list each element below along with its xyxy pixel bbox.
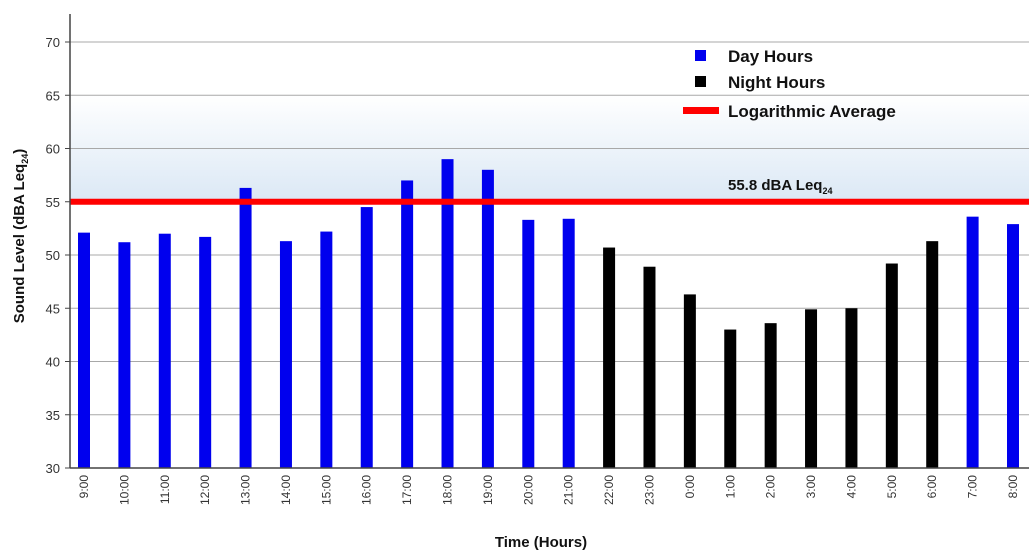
bar-1000 — [118, 242, 131, 468]
bar-800 — [1007, 224, 1019, 468]
legend-swatch-night — [695, 76, 706, 87]
y-tick-label: 30 — [46, 461, 60, 476]
x-tick-label: 16:00 — [360, 475, 374, 505]
bar-900 — [78, 232, 90, 468]
bar-700 — [966, 216, 979, 468]
y-tick-label: 70 — [46, 35, 60, 50]
bar-400 — [845, 308, 858, 468]
x-tick-label: 19:00 — [481, 475, 495, 505]
x-tick-label: 14:00 — [279, 475, 293, 505]
average-label: 55.8 dBA Leq24 — [728, 177, 832, 196]
x-axis-ticks: 9:00 10:00 11:00 12:00 13:00 14:00 15:00 16:00 1… — [77, 475, 1020, 505]
y-tick-label: 40 — [46, 355, 60, 370]
x-tick-label: 21:00 — [562, 475, 576, 505]
x-tick-label: 17:00 — [400, 475, 414, 505]
bar-2200 — [603, 247, 616, 468]
x-tick-label: 5:00 — [885, 475, 899, 499]
bar-series — [78, 159, 1019, 469]
x-tick-label: 0:00 — [683, 475, 697, 499]
bar-2300 — [643, 266, 656, 468]
gridlines — [70, 41, 1029, 416]
y-axis-ticks: 30 35 40 45 50 55 60 65 70 — [46, 35, 70, 476]
bar-1700 — [401, 180, 414, 468]
x-tick-label: 20:00 — [521, 475, 535, 505]
bar-1900 — [481, 169, 494, 469]
x-tick-label: 9:00 — [77, 475, 91, 499]
x-tick-label: 23:00 — [642, 475, 656, 505]
y-tick-label: 35 — [46, 408, 60, 423]
x-tick-label: 13:00 — [239, 475, 253, 505]
bar-000 — [683, 294, 696, 468]
x-tick-label: 2:00 — [764, 475, 778, 499]
legend: Day Hours Night Hours Logarithmic Average — [683, 47, 896, 121]
x-tick-label: 11:00 — [158, 475, 172, 504]
y-tick-label: 45 — [46, 301, 60, 316]
bar-2000 — [522, 219, 535, 468]
x-tick-label: 8:00 — [1006, 475, 1020, 499]
legend-swatch-average — [683, 107, 719, 114]
x-tick-label: 3:00 — [804, 475, 818, 499]
bar-200 — [764, 323, 777, 468]
y-axis-title-main: Sound Level (dBA Leq — [11, 164, 28, 323]
y-tick-label: 65 — [46, 88, 60, 103]
bar-300 — [805, 309, 818, 468]
bar-1300 — [239, 187, 252, 468]
legend-swatch-day — [695, 50, 706, 61]
x-tick-label: 22:00 — [602, 475, 616, 505]
y-tick-label: 55 — [46, 195, 60, 210]
legend-label-day: Day Hours — [728, 47, 813, 66]
y-axis-title-tail: ) — [11, 149, 28, 154]
y-tick-label: 50 — [46, 248, 60, 263]
bar-1800 — [441, 159, 454, 468]
x-tick-label: 12:00 — [198, 475, 212, 505]
average-label-sub: 24 — [822, 186, 832, 196]
bar-1200 — [199, 236, 212, 468]
bar-1600 — [360, 207, 373, 468]
bar-100 — [724, 329, 737, 468]
bar-500 — [885, 263, 898, 468]
x-tick-label: 1:00 — [723, 475, 737, 499]
bar-1100 — [158, 233, 171, 468]
x-tick-label: 7:00 — [966, 475, 980, 499]
x-tick-label: 4:00 — [844, 475, 858, 499]
legend-label-night: Night Hours — [728, 73, 825, 92]
x-tick-label: 18:00 — [441, 475, 455, 505]
x-axis-title: Time (Hours) — [495, 534, 587, 551]
bar-2100 — [562, 218, 575, 468]
y-tick-label: 60 — [46, 142, 60, 157]
x-tick-label: 6:00 — [925, 475, 939, 499]
legend-label-average: Logarithmic Average — [728, 102, 896, 121]
bar-600 — [926, 241, 939, 468]
average-label-main: 55.8 dBA Leq — [728, 177, 822, 194]
bar-1400 — [279, 241, 292, 468]
y-axis-title: Sound Level (dBA Leq24) — [11, 149, 30, 323]
bar-1500 — [320, 231, 333, 468]
x-tick-label: 15:00 — [319, 475, 333, 505]
x-tick-label: 10:00 — [117, 475, 131, 505]
y-axis-title-sub: 24 — [20, 154, 30, 164]
